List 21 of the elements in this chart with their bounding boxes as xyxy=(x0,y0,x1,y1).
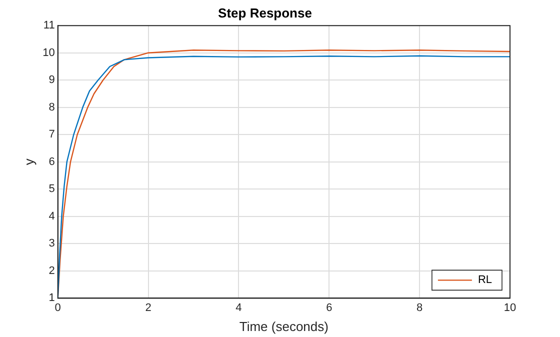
chart-title: Step Response xyxy=(218,5,312,20)
y-tick-label: 3 xyxy=(48,238,55,250)
y-tick-label: 7 xyxy=(48,128,55,141)
x-tick-label: 0 xyxy=(54,302,61,314)
y-tick-label: 1 xyxy=(48,292,55,304)
y-tick-label: 2 xyxy=(48,264,55,277)
y-tick-label: 8 xyxy=(48,101,55,114)
x-tick-label: 4 xyxy=(236,302,242,314)
y-tick-label: 5 xyxy=(48,183,55,196)
legend-label: RL xyxy=(478,274,492,286)
y-tick-label: 6 xyxy=(48,156,55,168)
x-tick-label: 10 xyxy=(504,302,516,314)
x-axis-title: Time (seconds) xyxy=(239,318,328,334)
x-tick-label: 2 xyxy=(145,302,152,314)
x-tick-label: 8 xyxy=(416,302,423,314)
y-tick-label: 11 xyxy=(43,20,55,32)
x-tick-label: 6 xyxy=(326,302,332,314)
y-tick-label: 9 xyxy=(48,74,55,86)
y-tick-label: 4 xyxy=(48,210,55,222)
y-axis-title: y xyxy=(21,158,36,166)
y-tick-label: 10 xyxy=(42,46,55,59)
